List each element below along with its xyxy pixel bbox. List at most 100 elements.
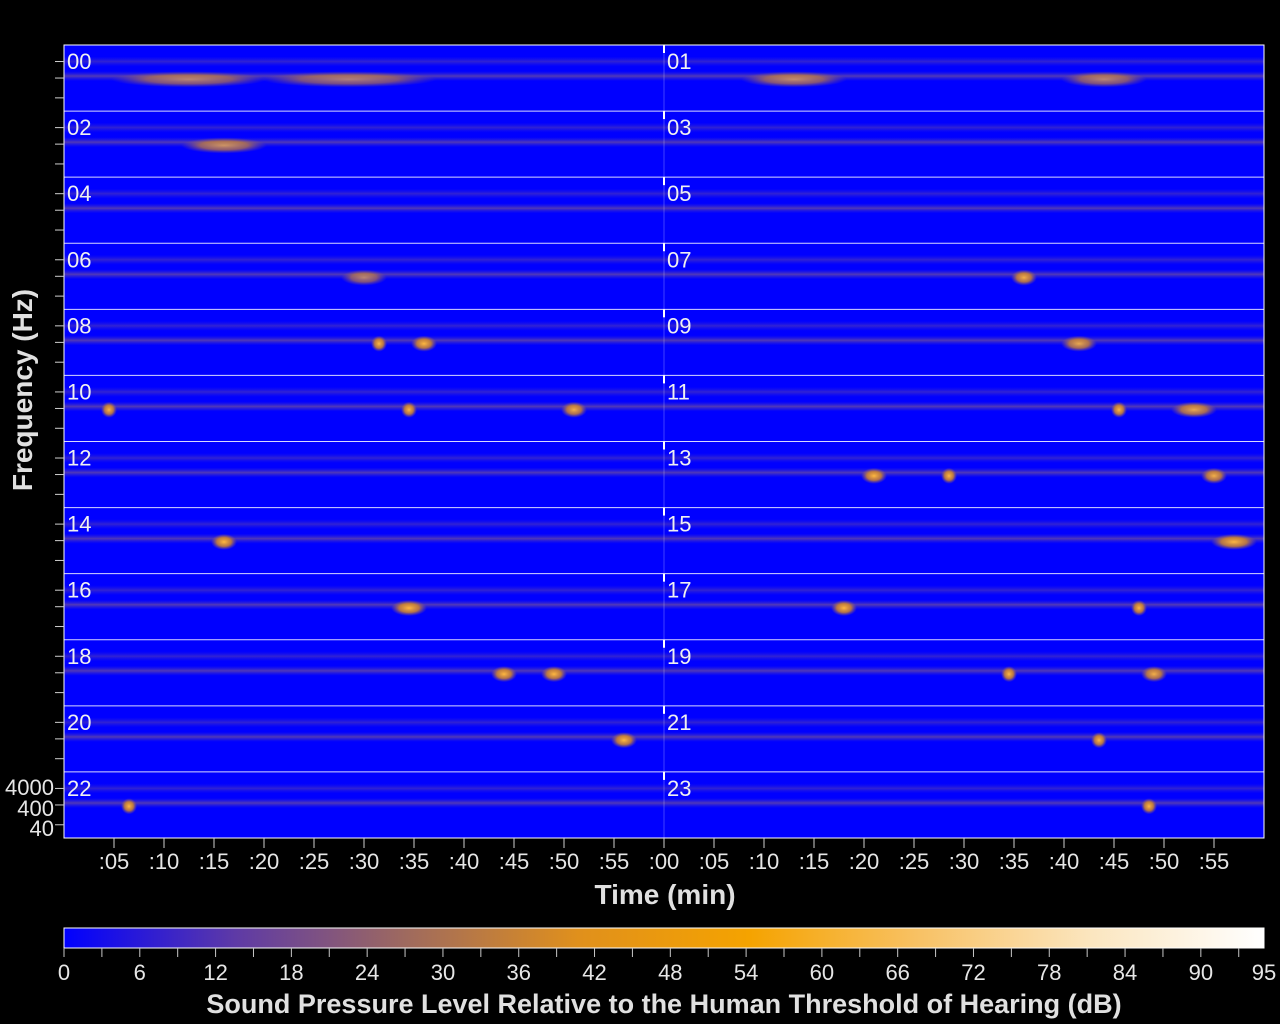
hour-label: 02 [67, 115, 91, 140]
y-tick-label: 40 [30, 816, 54, 841]
x-tick-label: :25 [899, 849, 930, 874]
x-tick-label: :30 [949, 849, 980, 874]
sound-event [101, 401, 117, 418]
spectral-band [664, 56, 1264, 67]
sound-event [341, 269, 387, 286]
spectral-band [64, 731, 664, 742]
y-tick-label: 4000 [5, 775, 54, 800]
sound-event [941, 467, 957, 484]
spectral-band [664, 203, 1264, 214]
hour-panel [64, 320, 664, 346]
hour-panel [664, 519, 1264, 544]
x-tick-label: :45 [499, 849, 530, 874]
hour-panel [664, 717, 1264, 742]
spectral-band [664, 585, 1264, 596]
x-tick-label: :10 [149, 849, 180, 874]
sound-event [1011, 269, 1037, 286]
x-tick-label: :35 [999, 849, 1030, 874]
spectral-band [664, 783, 1264, 794]
spectral-band [664, 188, 1264, 199]
spectral-band [664, 137, 1264, 148]
hour-panel [664, 320, 1264, 346]
hour-label: 01 [667, 49, 691, 74]
y-tick-label: 400 [17, 796, 54, 821]
sound-event [861, 467, 887, 484]
x-tick-label: :55 [599, 849, 630, 874]
sound-event [1001, 666, 1017, 683]
x-tick-label: :05 [99, 849, 130, 874]
colorbar-tick-label: 60 [810, 960, 834, 985]
hour-panel [664, 122, 1264, 148]
hour-label: 09 [667, 313, 691, 338]
sound-event [1141, 798, 1157, 815]
hour-label: 14 [67, 512, 91, 537]
hour-label: 13 [667, 446, 691, 471]
spectral-band [664, 519, 1264, 530]
spectral-band [664, 453, 1264, 464]
colorbar-tick-label: 12 [203, 960, 227, 985]
spectral-band [664, 335, 1264, 346]
spectral-band [64, 335, 664, 346]
sound-event [1131, 600, 1147, 617]
colorbar-tick-label: 95 [1252, 960, 1276, 985]
colorbar-tick-label: 48 [658, 960, 682, 985]
x-tick-label: :15 [199, 849, 230, 874]
hour-panel [64, 585, 664, 610]
spectral-band [664, 122, 1264, 133]
colorbar-gradient [63, 927, 1265, 949]
hour-panel [64, 453, 664, 478]
x-tick-label: :10 [749, 849, 780, 874]
x-tick-label: :20 [849, 849, 880, 874]
spectral-band [64, 783, 664, 794]
x-tick-label: :15 [799, 849, 830, 874]
hour-label: 18 [67, 644, 91, 669]
sound-event [371, 335, 387, 352]
colorbar-tick-label: 84 [1113, 960, 1137, 985]
spectral-band [64, 585, 664, 596]
colorbar: 0 6 12 18 24 30 36 42 48 54 60 66 72 78 84 90 95 [58, 927, 1276, 985]
x-tick-label: :50 [549, 849, 580, 874]
hour-panel [64, 783, 664, 808]
y-axis-title: Frequency (Hz) [7, 289, 38, 491]
spectral-band [64, 56, 664, 67]
hour-label: 15 [667, 512, 691, 537]
x-tick-label: :45 [1099, 849, 1130, 874]
hour-label: 11 [667, 379, 690, 404]
spectral-band [64, 320, 664, 331]
x-axis: :05:10:15:20:25:30:35:40:45:50:55:00:05:… [99, 838, 1230, 874]
x-tick-label: :55 [1199, 849, 1230, 874]
x-tick-label: :25 [299, 849, 330, 874]
spectral-band [64, 533, 664, 544]
sound-event [611, 732, 637, 749]
spectral-band [64, 599, 664, 610]
hour-panel [664, 783, 1264, 808]
colorbar-tick-label: 18 [279, 960, 303, 985]
colorbar-tick-label: 6 [134, 960, 146, 985]
colorbar-tick-label: 78 [1037, 960, 1061, 985]
colorbar-tick-label: 72 [961, 960, 985, 985]
colorbar-title: Sound Pressure Level Relative to the Hum… [206, 989, 1121, 1019]
sound-event [1061, 71, 1147, 88]
x-tick-label: :00 [649, 849, 680, 874]
spectral-band [64, 651, 664, 662]
spectral-band [664, 731, 1264, 742]
x-tick-label: :50 [1149, 849, 1180, 874]
x-tick-label: :35 [399, 849, 430, 874]
spectral-band [64, 467, 664, 478]
sound-event [831, 600, 857, 617]
sound-event [1201, 467, 1227, 484]
sound-event [1141, 666, 1167, 683]
spectral-band [664, 269, 1264, 280]
spectral-band [664, 797, 1264, 808]
hour-label: 00 [67, 49, 91, 74]
hour-label: 08 [67, 313, 91, 338]
hour-panel [64, 651, 664, 676]
hour-label: 17 [667, 578, 691, 603]
sound-event [1091, 732, 1107, 749]
sound-event [411, 335, 437, 352]
spectral-band [64, 122, 664, 133]
spectral-band [664, 717, 1264, 728]
colorbar-tick-label: 30 [431, 960, 455, 985]
